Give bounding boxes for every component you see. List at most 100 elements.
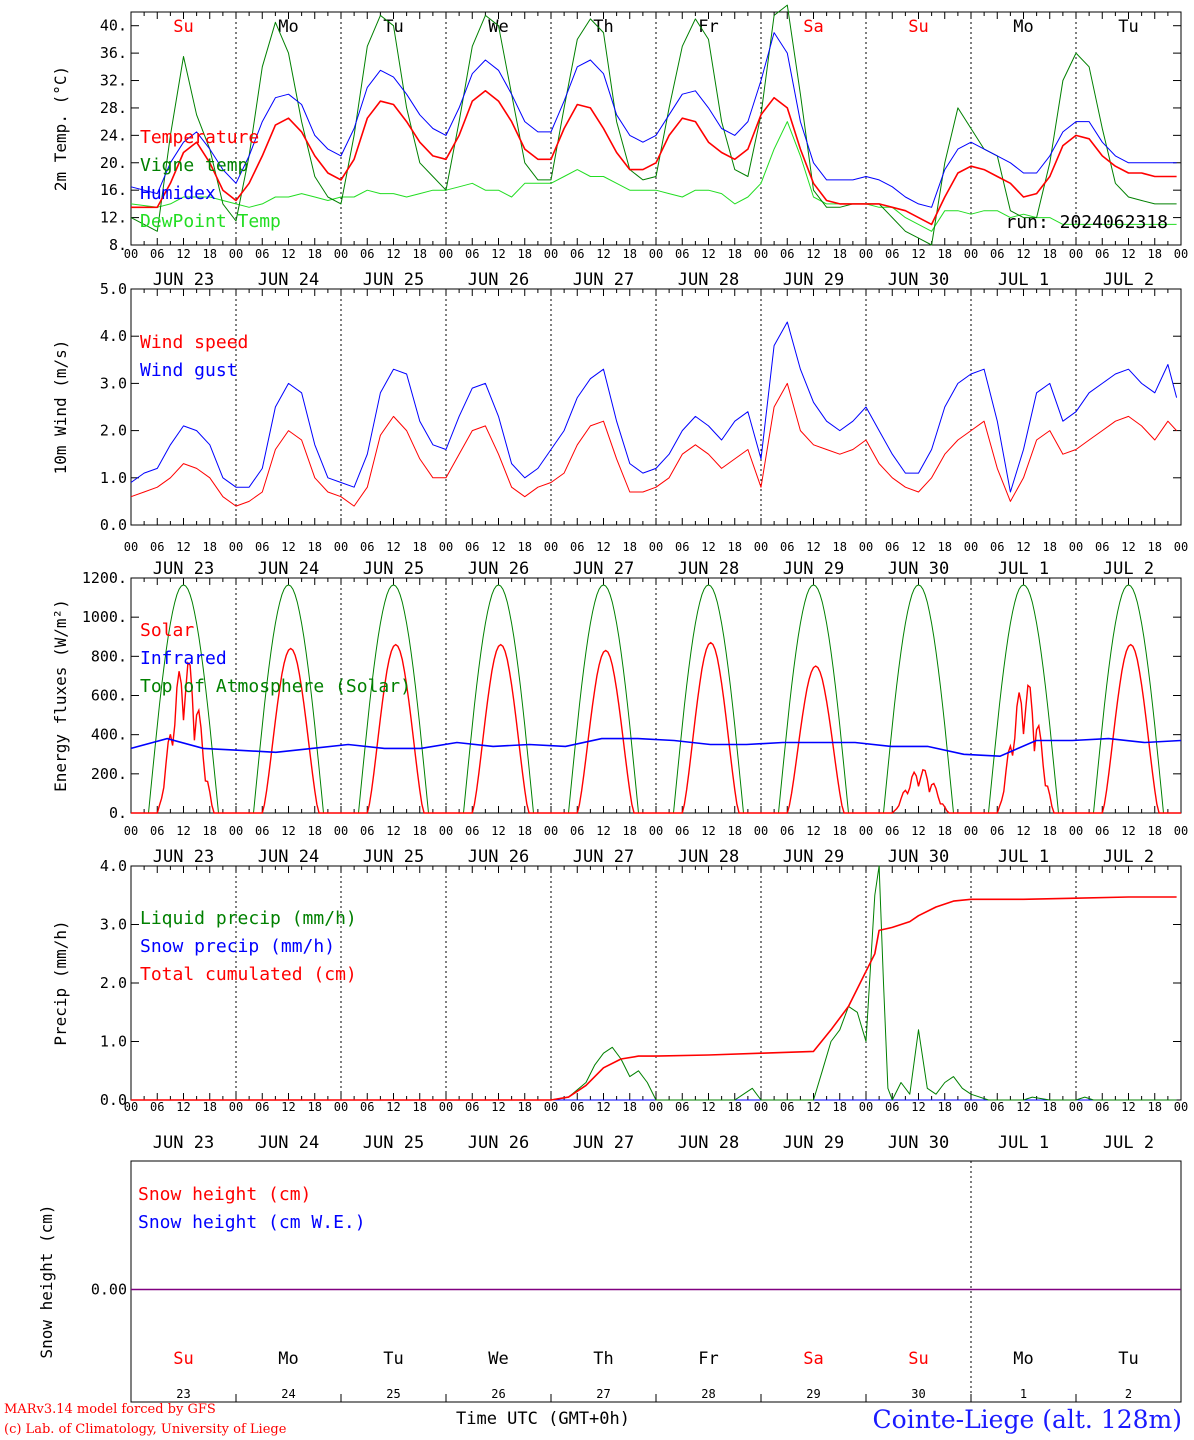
energy-series-1 bbox=[131, 641, 1181, 814]
wind-ytick-label: 4.0 bbox=[100, 327, 127, 345]
temp-hour-label: 18 bbox=[203, 247, 217, 261]
energy-hour-label: 06 bbox=[675, 824, 689, 838]
precip-hour-label: 00 bbox=[1069, 1100, 1083, 1114]
energy-hour-label: 12 bbox=[1016, 824, 1030, 838]
precip-hour-label: 12 bbox=[701, 1100, 715, 1114]
temp-hour-label: 18 bbox=[1148, 247, 1162, 261]
temp-date-label: JUN 27 bbox=[573, 270, 634, 290]
precip-hour-label: 00 bbox=[1174, 1100, 1188, 1114]
energy-hour-label: 06 bbox=[255, 824, 269, 838]
temp-hour-label: 06 bbox=[990, 247, 1004, 261]
snow-day-number: 29 bbox=[806, 1387, 820, 1401]
footer-lab-credit: (c) Lab. of Climatology, University of L… bbox=[4, 1422, 287, 1437]
energy-date-label: JUN 27 bbox=[573, 847, 634, 867]
precip-hour-label: 18 bbox=[518, 1100, 532, 1114]
precip-hour-label: 00 bbox=[544, 1100, 558, 1114]
wind-hour-label: 12 bbox=[1016, 540, 1030, 554]
wind-date-label: JUN 28 bbox=[678, 559, 739, 579]
energy-hour-label: 18 bbox=[1043, 824, 1057, 838]
wind-date-label: JUN 25 bbox=[363, 559, 424, 579]
wind-hour-label: 12 bbox=[911, 540, 925, 554]
wind-hour-label: 18 bbox=[938, 540, 952, 554]
temp-hour-label: 12 bbox=[1016, 247, 1030, 261]
precip-legend-1: Liquid precip (mm/h) bbox=[140, 908, 357, 929]
snow-weekday-label: Fr bbox=[698, 1349, 718, 1369]
wind-hour-label: 12 bbox=[176, 540, 190, 554]
precip-hour-label: 18 bbox=[728, 1100, 742, 1114]
precip-hour-label: 12 bbox=[386, 1100, 400, 1114]
temp-hour-label: 06 bbox=[465, 247, 479, 261]
temp-hour-label: 00 bbox=[334, 247, 348, 261]
energy-date-label: JUN 25 bbox=[363, 847, 424, 867]
energy-hour-label: 06 bbox=[150, 824, 164, 838]
temp-date-label: JUL 2 bbox=[1103, 270, 1154, 290]
wind-ytick-label: 5.0 bbox=[100, 280, 127, 298]
precip-ylabel: Precip (mm/h) bbox=[51, 920, 70, 1045]
run-label: run: 2024062318 bbox=[1005, 212, 1168, 233]
snow-weekday-label: Tu bbox=[1118, 1349, 1138, 1369]
temp-weekday-label: Th bbox=[593, 17, 613, 37]
precip-panel: 00 06 12 18 JUN 23 00 06 12 18 JUN 24 00 06 12 18 JUN … bbox=[51, 857, 1188, 1153]
energy-hour-label: 00 bbox=[229, 824, 243, 838]
energy-hour-label: 00 bbox=[544, 824, 558, 838]
precip-hour-label: 00 bbox=[439, 1100, 453, 1114]
snow-weekday-label: Th bbox=[593, 1349, 613, 1369]
footer-time-label: Time UTC (GMT+0h) bbox=[456, 1409, 630, 1429]
temp-date-label: JUN 23 bbox=[153, 270, 214, 290]
temp-legend-3: Humidex bbox=[140, 183, 216, 204]
temp-hour-label: 00 bbox=[544, 247, 558, 261]
wind-hour-label: 06 bbox=[465, 540, 479, 554]
temp-legend-4: DewPoint Temp bbox=[140, 211, 281, 232]
snow-day-number: 1 bbox=[1020, 1387, 1027, 1401]
wind-hour-label: 18 bbox=[1043, 540, 1057, 554]
temp-hour-label: 18 bbox=[308, 247, 322, 261]
precip-hour-label: 06 bbox=[150, 1100, 164, 1114]
wind-date-label: JUN 26 bbox=[468, 559, 529, 579]
wind-date-label: JUL 2 bbox=[1103, 559, 1154, 579]
temp-hour-label: 12 bbox=[596, 247, 610, 261]
wind-hour-label: 00 bbox=[859, 540, 873, 554]
energy-legend-3: Top of Atmosphere (Solar) bbox=[140, 676, 411, 697]
wind-hour-label: 06 bbox=[780, 540, 794, 554]
wind-hour-label: 18 bbox=[623, 540, 637, 554]
temp-hour-label: 00 bbox=[1069, 247, 1083, 261]
wind-hour-label: 00 bbox=[754, 540, 768, 554]
wind-hour-label: 06 bbox=[360, 540, 374, 554]
wind-hour-label: 00 bbox=[649, 540, 663, 554]
temp-ytick-label: 20. bbox=[100, 154, 127, 172]
temp-hour-label: 00 bbox=[859, 247, 873, 261]
energy-ytick-label: 1000. bbox=[82, 608, 127, 626]
energy-hour-label: 06 bbox=[780, 824, 794, 838]
temp-hour-label: 00 bbox=[229, 247, 243, 261]
wind-ylabel: 10m Wind (m/s) bbox=[51, 340, 70, 475]
temp-hour-label: 06 bbox=[150, 247, 164, 261]
energy-hour-label: 18 bbox=[728, 824, 742, 838]
precip-hour-label: 12 bbox=[1016, 1100, 1030, 1114]
temp-hour-label: 18 bbox=[413, 247, 427, 261]
energy-date-label: JUN 28 bbox=[678, 847, 739, 867]
wind-ytick-label: 3.0 bbox=[100, 374, 127, 392]
temp-weekday-label: Sa bbox=[803, 17, 823, 37]
wind-hour-label: 18 bbox=[413, 540, 427, 554]
energy-hour-label: 06 bbox=[885, 824, 899, 838]
energy-hour-label: 12 bbox=[1121, 824, 1135, 838]
snow-day-number: 30 bbox=[911, 1387, 925, 1401]
snow-weekday-label: Mo bbox=[1013, 1349, 1033, 1369]
precip-date-label: JUN 29 bbox=[783, 1133, 844, 1153]
temp-hour-label: 18 bbox=[623, 247, 637, 261]
energy-date-label: JUN 29 bbox=[783, 847, 844, 867]
wind-hour-label: 06 bbox=[570, 540, 584, 554]
precip-hour-label: 12 bbox=[1121, 1100, 1135, 1114]
wind-date-label: JUL 1 bbox=[998, 559, 1049, 579]
energy-date-label: JUL 1 bbox=[998, 847, 1049, 867]
precip-hour-label: 18 bbox=[1043, 1100, 1057, 1114]
energy-date-label: JUN 26 bbox=[468, 847, 529, 867]
snow-day-number: 26 bbox=[491, 1387, 505, 1401]
precip-legend-2: Snow precip (mm/h) bbox=[140, 936, 335, 957]
energy-date-label: JUN 24 bbox=[258, 847, 319, 867]
temp-series-4 bbox=[130, 121, 1177, 232]
temp-date-label: JUN 30 bbox=[888, 270, 949, 290]
precip-hour-label: 12 bbox=[176, 1100, 190, 1114]
wind-hour-label: 12 bbox=[281, 540, 295, 554]
energy-hour-label: 18 bbox=[518, 824, 532, 838]
